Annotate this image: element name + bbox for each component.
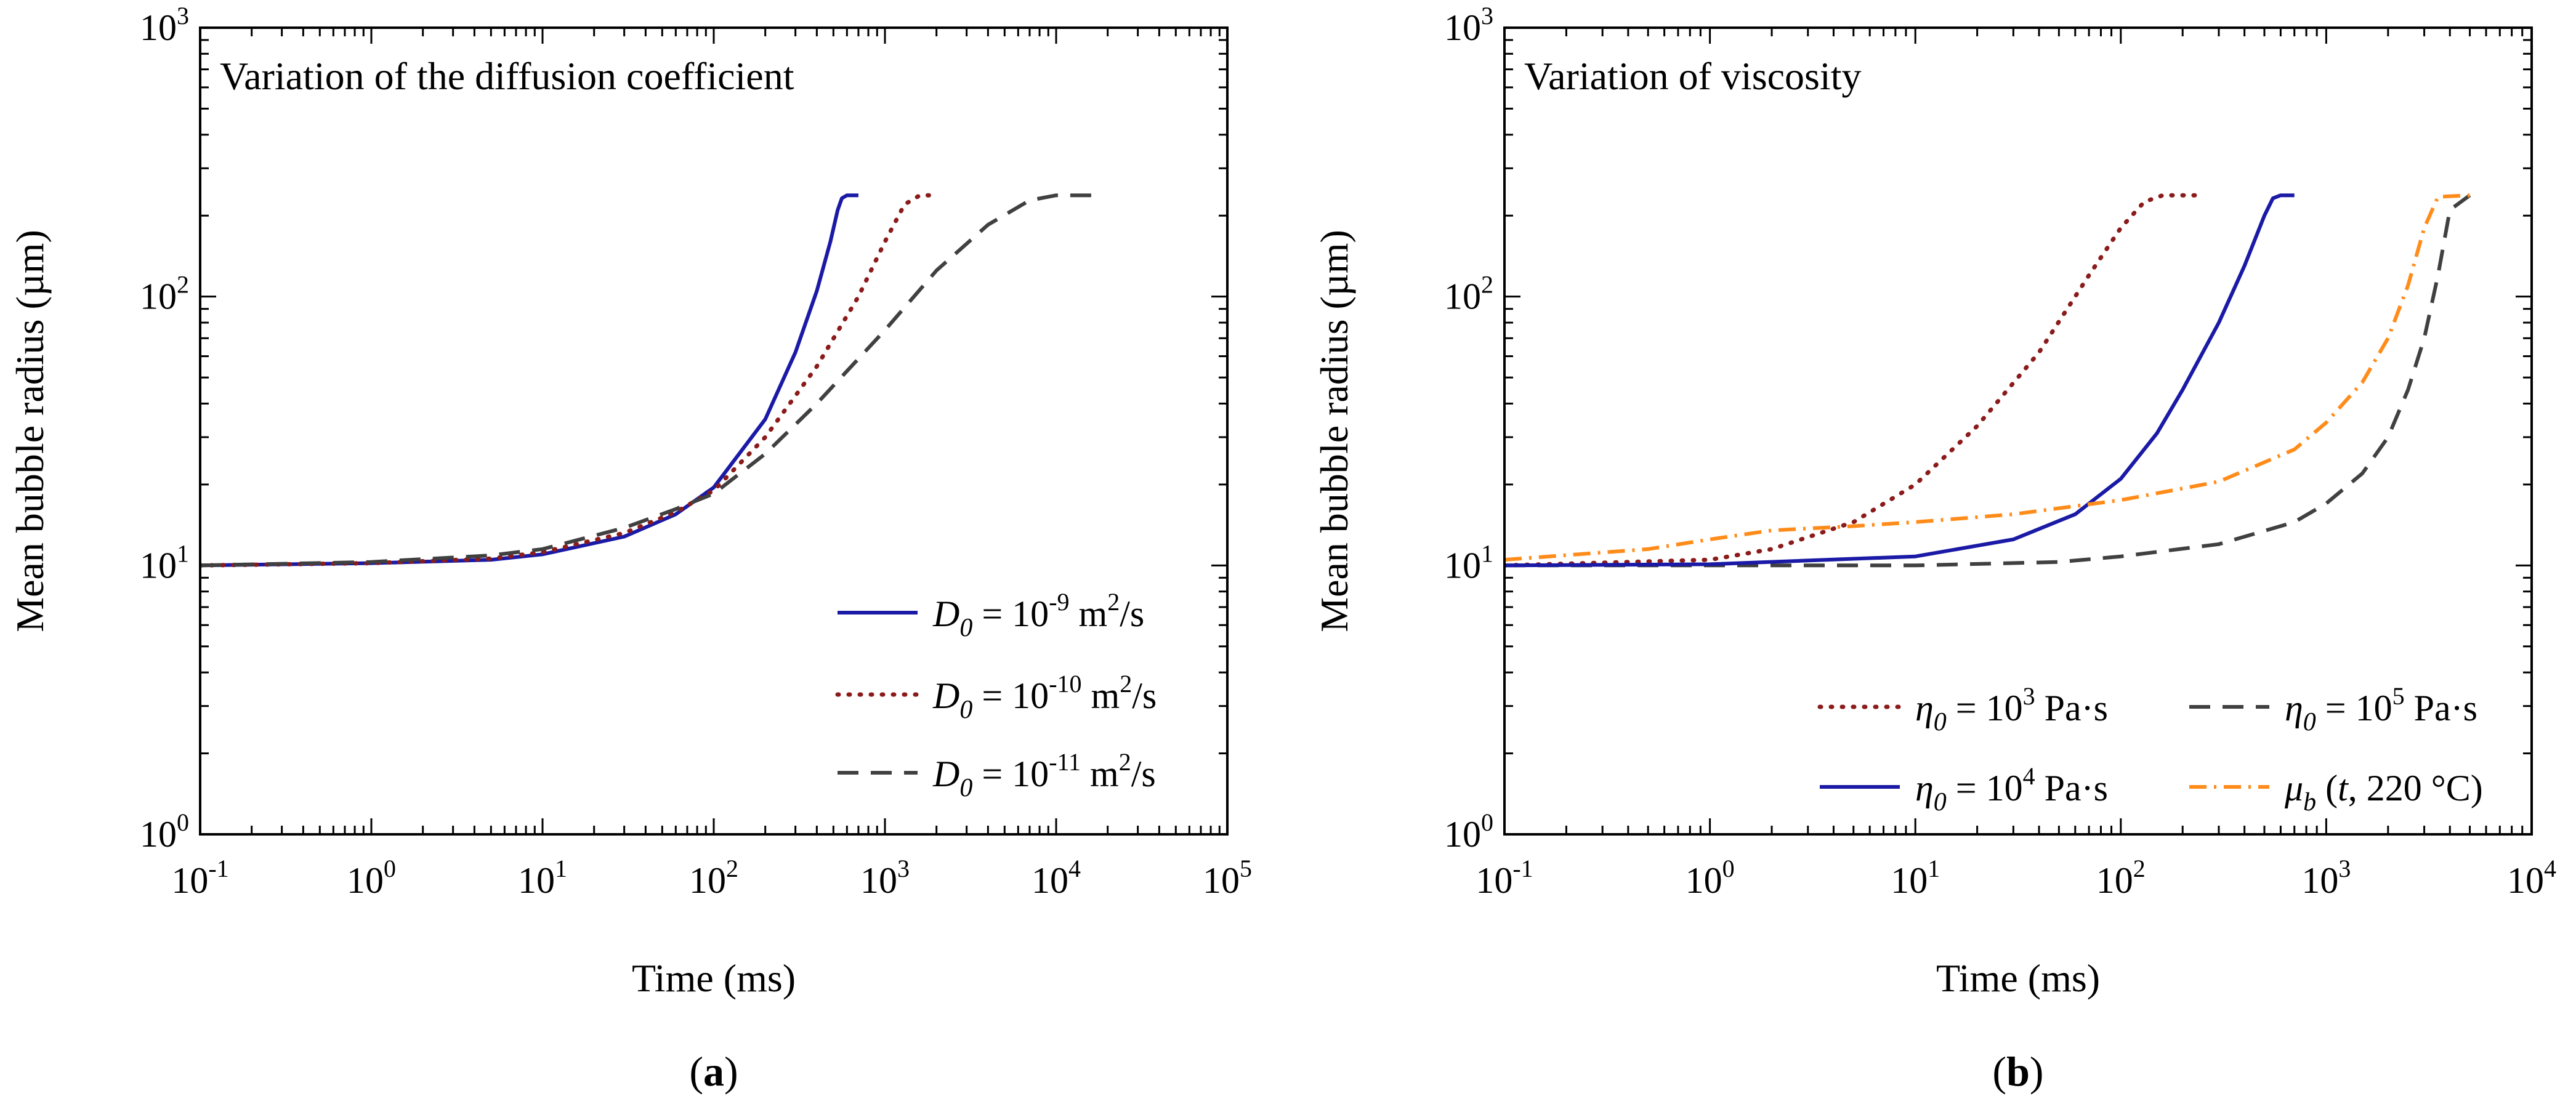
- legend-label-2: η0 = 105 Pa·s: [2285, 682, 2477, 736]
- series-lines: [200, 193, 1096, 568]
- chart-title: Variation of viscosity: [1524, 54, 1861, 98]
- legend-label-3: D0 = 10-11 m2/s: [932, 748, 1156, 802]
- x-tick-label: 100: [347, 855, 396, 901]
- y-axis-label: Mean bubble radius (µm): [8, 230, 52, 632]
- y-tick-label: 100: [1444, 808, 1493, 855]
- y-tick-label: 103: [140, 2, 189, 48]
- plot-frame: [1503, 26, 2533, 836]
- series-line-3: [200, 193, 1096, 568]
- y-axis-label: Mean bubble radius (µm): [1312, 230, 1356, 632]
- panel-label: (a): [689, 1048, 738, 1095]
- series-lines: [1504, 193, 2471, 568]
- legend-label-1: η0 = 103 Pa·s: [1915, 682, 2108, 736]
- legend-label-2: D0 = 10-10 m2/s: [932, 670, 1157, 724]
- legend-label-3: η0 = 104 Pa·s: [1915, 762, 2108, 816]
- y-tick-label: 100: [140, 808, 189, 855]
- y-tick-label: 102: [1444, 271, 1493, 317]
- axis-ticks: [199, 26, 1229, 836]
- legend: η0 = 103 Pa·s η0 = 105 Pa·s η0 = 104 Pa·s μ…: [1817, 682, 2483, 816]
- x-tick-label: 105: [1203, 855, 1252, 901]
- x-tick-label: 102: [689, 855, 738, 901]
- x-tick-label: 101: [1891, 855, 1940, 901]
- plot-frame: [199, 26, 1229, 836]
- series-line-3: [1504, 193, 2295, 568]
- x-tick-label: 102: [2096, 855, 2146, 901]
- x-tick-label: 103: [860, 855, 910, 901]
- series-line-1: [200, 193, 858, 568]
- y-tick-label: 102: [140, 271, 189, 317]
- x-tick-label: 104: [1032, 855, 1081, 901]
- series-line-2: [1504, 193, 2471, 568]
- x-axis-label: Time (ms): [632, 956, 796, 1000]
- series-line-4: [1504, 193, 2470, 562]
- chart-panel-a: 10-1 100 101 102 103 104 105100101102103Variat…: [8, 2, 1252, 1095]
- chart-title: Variation of the diffusion coefficient: [220, 54, 794, 98]
- legend-label-4: μb (t, 220 °C): [2284, 768, 2483, 816]
- y-tick-label: 101: [1444, 539, 1493, 586]
- chart-panel-b: 10-1 100 101 102 103 104100101102103Variation…: [1312, 2, 2556, 1095]
- panel-label: (b): [1992, 1048, 2043, 1095]
- y-tick-label: 101: [140, 539, 189, 586]
- y-tick-label: 103: [1444, 2, 1493, 48]
- x-axis-label: Time (ms): [1936, 956, 2100, 1000]
- x-tick-label: 10-1: [1476, 855, 1533, 901]
- legend: D0 = 10-9 m2/s D0 = 10-10 m2/s D0 = 10-11 …: [835, 588, 1157, 802]
- x-tick-label: 10-1: [171, 855, 228, 901]
- x-tick-label: 104: [2507, 855, 2556, 901]
- series-line-2: [200, 193, 939, 568]
- series-line-1: [1504, 193, 2202, 568]
- x-tick-label: 103: [2301, 855, 2351, 901]
- legend-label-1: D0 = 10-9 m2/s: [932, 588, 1144, 642]
- x-tick-label: 100: [1686, 855, 1735, 901]
- x-tick-label: 101: [518, 855, 567, 901]
